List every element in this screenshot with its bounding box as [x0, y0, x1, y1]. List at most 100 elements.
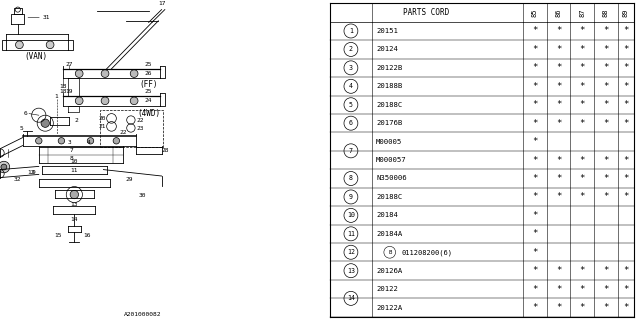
Text: 20122B: 20122B	[376, 65, 403, 71]
Text: 10: 10	[347, 212, 355, 218]
Text: *: *	[604, 303, 609, 312]
Text: 18: 18	[60, 89, 67, 94]
Text: *: *	[579, 266, 585, 275]
Text: M000057: M000057	[376, 157, 407, 163]
Text: 22: 22	[119, 130, 127, 135]
Text: *: *	[532, 156, 538, 164]
Text: 20151: 20151	[376, 28, 398, 34]
Text: *: *	[532, 137, 538, 146]
Text: *: *	[604, 82, 609, 91]
Text: *: *	[532, 303, 538, 312]
Text: 9: 9	[32, 170, 36, 175]
Text: *: *	[532, 27, 538, 36]
Text: 16: 16	[83, 233, 91, 238]
Text: *: *	[623, 82, 628, 91]
Text: 24: 24	[145, 98, 152, 103]
Text: 28: 28	[161, 148, 168, 153]
Text: 11: 11	[347, 231, 355, 237]
Text: *: *	[532, 45, 538, 54]
Circle shape	[76, 70, 83, 77]
Text: 20124: 20124	[376, 46, 398, 52]
Text: *: *	[579, 100, 585, 109]
Text: 18: 18	[60, 84, 67, 89]
Text: B: B	[388, 250, 391, 255]
Text: 9: 9	[349, 194, 353, 200]
Text: 10: 10	[70, 159, 78, 164]
Text: *: *	[556, 303, 561, 312]
Circle shape	[131, 70, 138, 77]
Text: 3: 3	[349, 65, 353, 71]
Text: 20184A: 20184A	[376, 231, 403, 237]
Circle shape	[1, 164, 7, 170]
Text: 87: 87	[579, 8, 585, 17]
Text: *: *	[604, 119, 609, 128]
Text: 12: 12	[347, 249, 355, 255]
Text: *: *	[604, 192, 609, 202]
Circle shape	[41, 119, 49, 127]
Text: 13: 13	[347, 268, 355, 274]
Text: *: *	[579, 119, 585, 128]
Circle shape	[131, 97, 138, 105]
Text: *: *	[532, 63, 538, 72]
Text: *: *	[579, 27, 585, 36]
Text: 86: 86	[556, 8, 561, 17]
Circle shape	[15, 41, 23, 49]
Text: 6: 6	[349, 120, 353, 126]
Text: 25: 25	[145, 89, 152, 94]
Text: 20122A: 20122A	[376, 305, 403, 311]
Text: *: *	[556, 100, 561, 109]
Text: 20126A: 20126A	[376, 268, 403, 274]
Text: *: *	[556, 285, 561, 294]
Text: 20: 20	[98, 116, 106, 121]
Circle shape	[87, 138, 93, 144]
Text: *: *	[579, 82, 585, 91]
Text: 22: 22	[137, 117, 145, 123]
Text: *: *	[532, 192, 538, 202]
Text: 1: 1	[54, 93, 58, 99]
Text: *: *	[556, 63, 561, 72]
Text: *: *	[532, 211, 538, 220]
Text: *: *	[623, 174, 628, 183]
Text: *: *	[579, 285, 585, 294]
Text: 20122: 20122	[376, 286, 398, 292]
Text: *: *	[623, 45, 628, 54]
Circle shape	[101, 97, 109, 105]
Text: 21: 21	[98, 124, 106, 129]
Text: 85: 85	[532, 8, 538, 17]
Text: 2: 2	[349, 46, 353, 52]
Text: 30: 30	[138, 193, 146, 198]
Text: *: *	[623, 266, 628, 275]
Text: (VAN): (VAN)	[24, 52, 47, 60]
Text: *: *	[579, 192, 585, 202]
Text: *: *	[532, 82, 538, 91]
Text: *: *	[579, 63, 585, 72]
Circle shape	[58, 138, 65, 144]
Text: *: *	[623, 285, 628, 294]
Text: 7: 7	[69, 148, 73, 153]
Text: 32: 32	[14, 177, 22, 182]
Text: *: *	[556, 156, 561, 164]
Text: *: *	[579, 174, 585, 183]
Text: *: *	[579, 303, 585, 312]
Text: 88: 88	[603, 8, 609, 17]
Text: *: *	[623, 303, 628, 312]
Text: 14: 14	[347, 295, 355, 301]
Text: 23: 23	[137, 125, 145, 131]
Text: 20184: 20184	[376, 212, 398, 218]
Circle shape	[46, 41, 54, 49]
Text: 5: 5	[19, 125, 23, 131]
Text: 26: 26	[145, 71, 152, 76]
Text: 3: 3	[68, 140, 72, 145]
Text: 25: 25	[145, 61, 152, 67]
Text: (4WD): (4WD)	[137, 109, 160, 118]
Text: 2: 2	[74, 118, 78, 124]
Circle shape	[0, 161, 10, 173]
Text: *: *	[556, 82, 561, 91]
Text: *: *	[623, 119, 628, 128]
Text: 4: 4	[349, 83, 353, 89]
Text: 4: 4	[87, 140, 91, 145]
Text: *: *	[623, 100, 628, 109]
Text: *: *	[532, 285, 538, 294]
Text: *: *	[532, 229, 538, 238]
Bar	[100, 110, 163, 147]
